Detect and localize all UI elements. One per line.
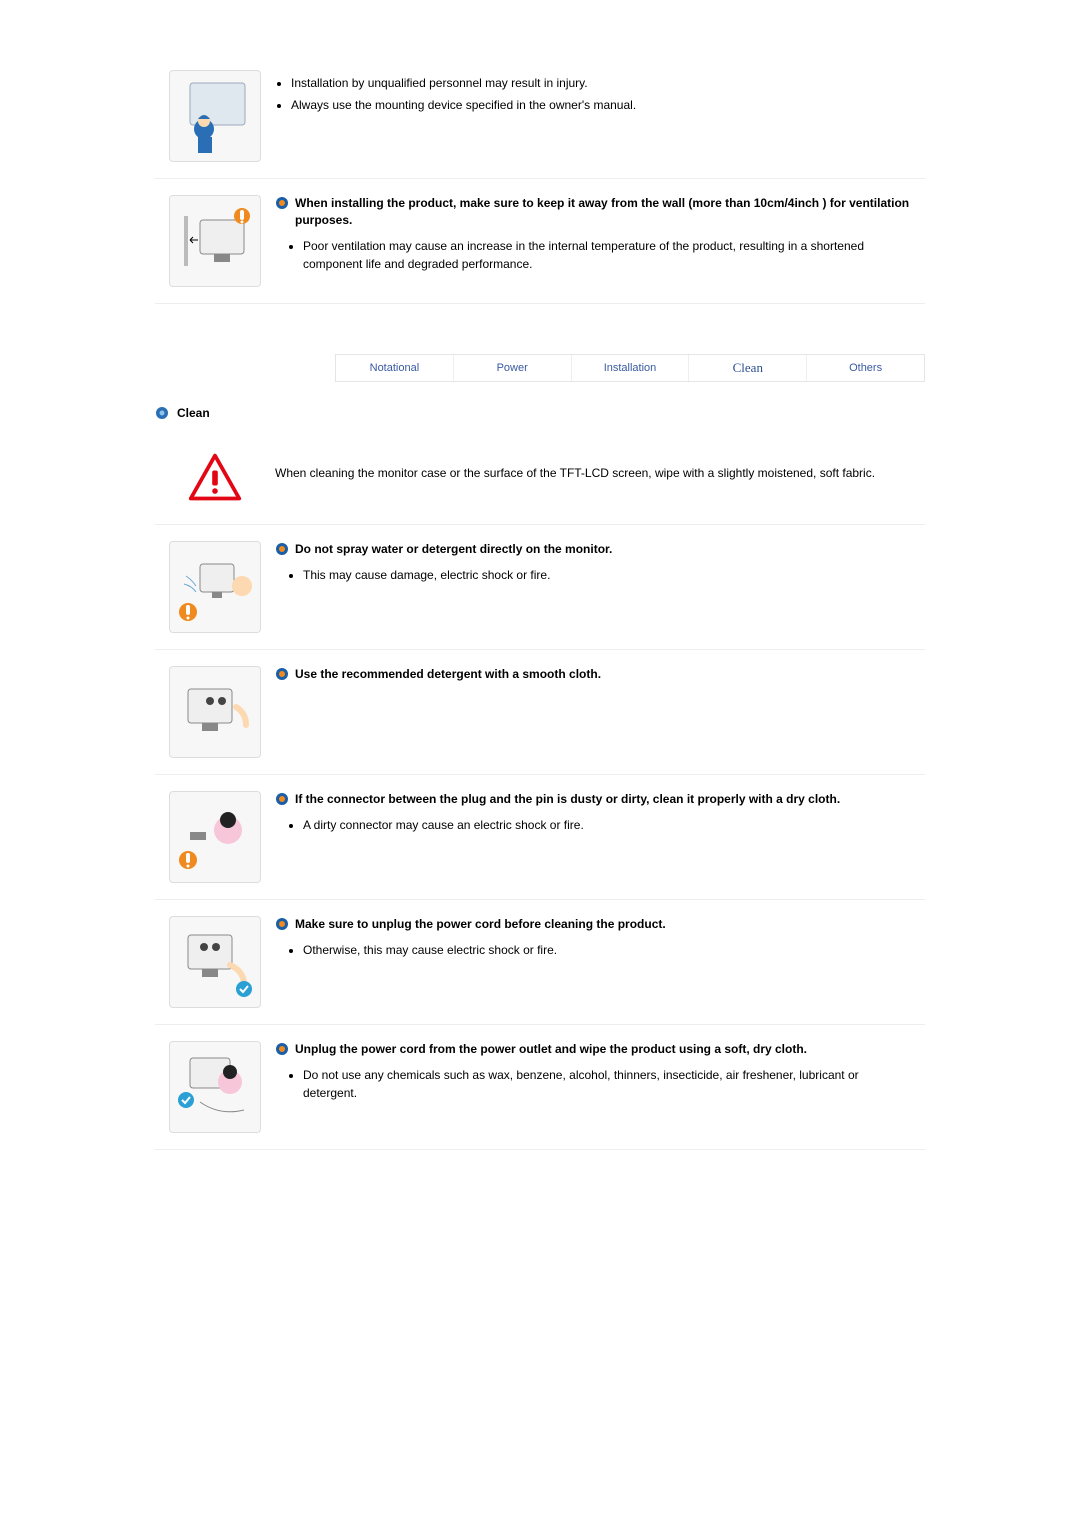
bullet-list: Installation by unqualified personnel ma…	[291, 74, 915, 114]
heading-bullet-icon	[275, 1042, 289, 1056]
clean-intro: When cleaning the monitor case or the su…	[155, 438, 925, 525]
warning-triangle-icon	[185, 448, 245, 508]
nav-tabs-container: Notational Power Installation Clean Othe…	[335, 354, 925, 382]
instruction-unplug-before-clean: Make sure to unplug the power cord befor…	[155, 906, 925, 1025]
bullet-list: This may cause damage, electric shock or…	[303, 566, 915, 584]
bullet-item: A dirty connector may cause an electric …	[303, 816, 915, 834]
instruction-ventilation: When installing the product, make sure t…	[155, 185, 925, 304]
illustration-slot	[155, 70, 275, 162]
content: When cleaning the monitor case or the su…	[275, 448, 925, 482]
heading-text: If the connector between the plug and th…	[295, 791, 840, 808]
intro-text: When cleaning the monitor case or the su…	[275, 464, 915, 482]
instruction-clean-connector: If the connector between the plug and th…	[155, 781, 925, 900]
heading-bullet-icon	[275, 196, 289, 210]
instruction-wipe-dry-cloth: Unplug the power cord from the power out…	[155, 1031, 925, 1150]
instruction-no-spray: Do not spray water or detergent directly…	[155, 531, 925, 650]
tab-notational[interactable]: Notational	[336, 355, 454, 381]
heading-bullet-icon	[275, 667, 289, 681]
installer-illustration	[169, 70, 261, 162]
spray-illustration	[169, 541, 261, 633]
heading-text: When installing the product, make sure t…	[295, 195, 915, 229]
tab-power[interactable]: Power	[454, 355, 572, 381]
illustration-slot	[155, 916, 275, 1008]
heading-text: Unplug the power cord from the power out…	[295, 1041, 807, 1058]
instruction-recommended-detergent: Use the recommended detergent with a smo…	[155, 656, 925, 775]
heading-row: When installing the product, make sure t…	[275, 195, 915, 229]
heading-text: Make sure to unplug the power cord befor…	[295, 916, 666, 933]
content: Installation by unqualified personnel ma…	[275, 70, 925, 118]
section-marker-icon	[155, 406, 169, 420]
heading-row: Use the recommended detergent with a smo…	[275, 666, 915, 683]
tab-clean[interactable]: Clean	[689, 355, 807, 381]
bullet-item: This may cause damage, electric shock or…	[303, 566, 915, 584]
tab-installation[interactable]: Installation	[572, 355, 690, 381]
bullet-item: Otherwise, this may cause electric shock…	[303, 941, 915, 959]
bullet-item: Poor ventilation may cause an increase i…	[303, 237, 915, 273]
illustration-slot	[155, 541, 275, 633]
heading-row: Unplug the power cord from the power out…	[275, 1041, 915, 1058]
nav-tabs: Notational Power Installation Clean Othe…	[335, 354, 925, 382]
bullet-list: A dirty connector may cause an electric …	[303, 816, 915, 834]
heading-text: Do not spray water or detergent directly…	[295, 541, 612, 558]
bullet-list: Do not use any chemicals such as wax, be…	[303, 1066, 915, 1102]
bullet-item: Do not use any chemicals such as wax, be…	[303, 1066, 915, 1102]
illustration-slot	[155, 1041, 275, 1133]
unplug-illustration	[169, 916, 261, 1008]
content: If the connector between the plug and th…	[275, 791, 925, 838]
cloth-illustration	[169, 666, 261, 758]
instruction-installation-personnel: Installation by unqualified personnel ma…	[155, 60, 925, 179]
bullet-item: Always use the mounting device specified…	[291, 96, 915, 114]
heading-row: If the connector between the plug and th…	[275, 791, 915, 808]
bullet-list: Poor ventilation may cause an increase i…	[303, 237, 915, 273]
page-container: Installation by unqualified personnel ma…	[155, 60, 925, 1150]
bullet-item: Installation by unqualified personnel ma…	[291, 74, 915, 92]
illustration-slot	[155, 195, 275, 287]
content: When installing the product, make sure t…	[275, 195, 925, 277]
heading-row: Make sure to unplug the power cord befor…	[275, 916, 915, 933]
heading-text: Use the recommended detergent with a smo…	[295, 666, 601, 683]
section-header-clean: Clean	[155, 406, 925, 420]
section-title: Clean	[177, 406, 210, 420]
heading-bullet-icon	[275, 792, 289, 806]
heading-bullet-icon	[275, 542, 289, 556]
illustration-slot	[155, 448, 275, 508]
content: Do not spray water or detergent directly…	[275, 541, 925, 588]
content: Unplug the power cord from the power out…	[275, 1041, 925, 1106]
ventilation-illustration	[169, 195, 261, 287]
heading-row: Do not spray water or detergent directly…	[275, 541, 915, 558]
illustration-slot	[155, 791, 275, 883]
content: Use the recommended detergent with a smo…	[275, 666, 925, 691]
content: Make sure to unplug the power cord befor…	[275, 916, 925, 963]
bullet-list: Otherwise, this may cause electric shock…	[303, 941, 915, 959]
wipe-illustration	[169, 1041, 261, 1133]
illustration-slot	[155, 666, 275, 758]
heading-bullet-icon	[275, 917, 289, 931]
connector-illustration	[169, 791, 261, 883]
tab-others[interactable]: Others	[807, 355, 924, 381]
